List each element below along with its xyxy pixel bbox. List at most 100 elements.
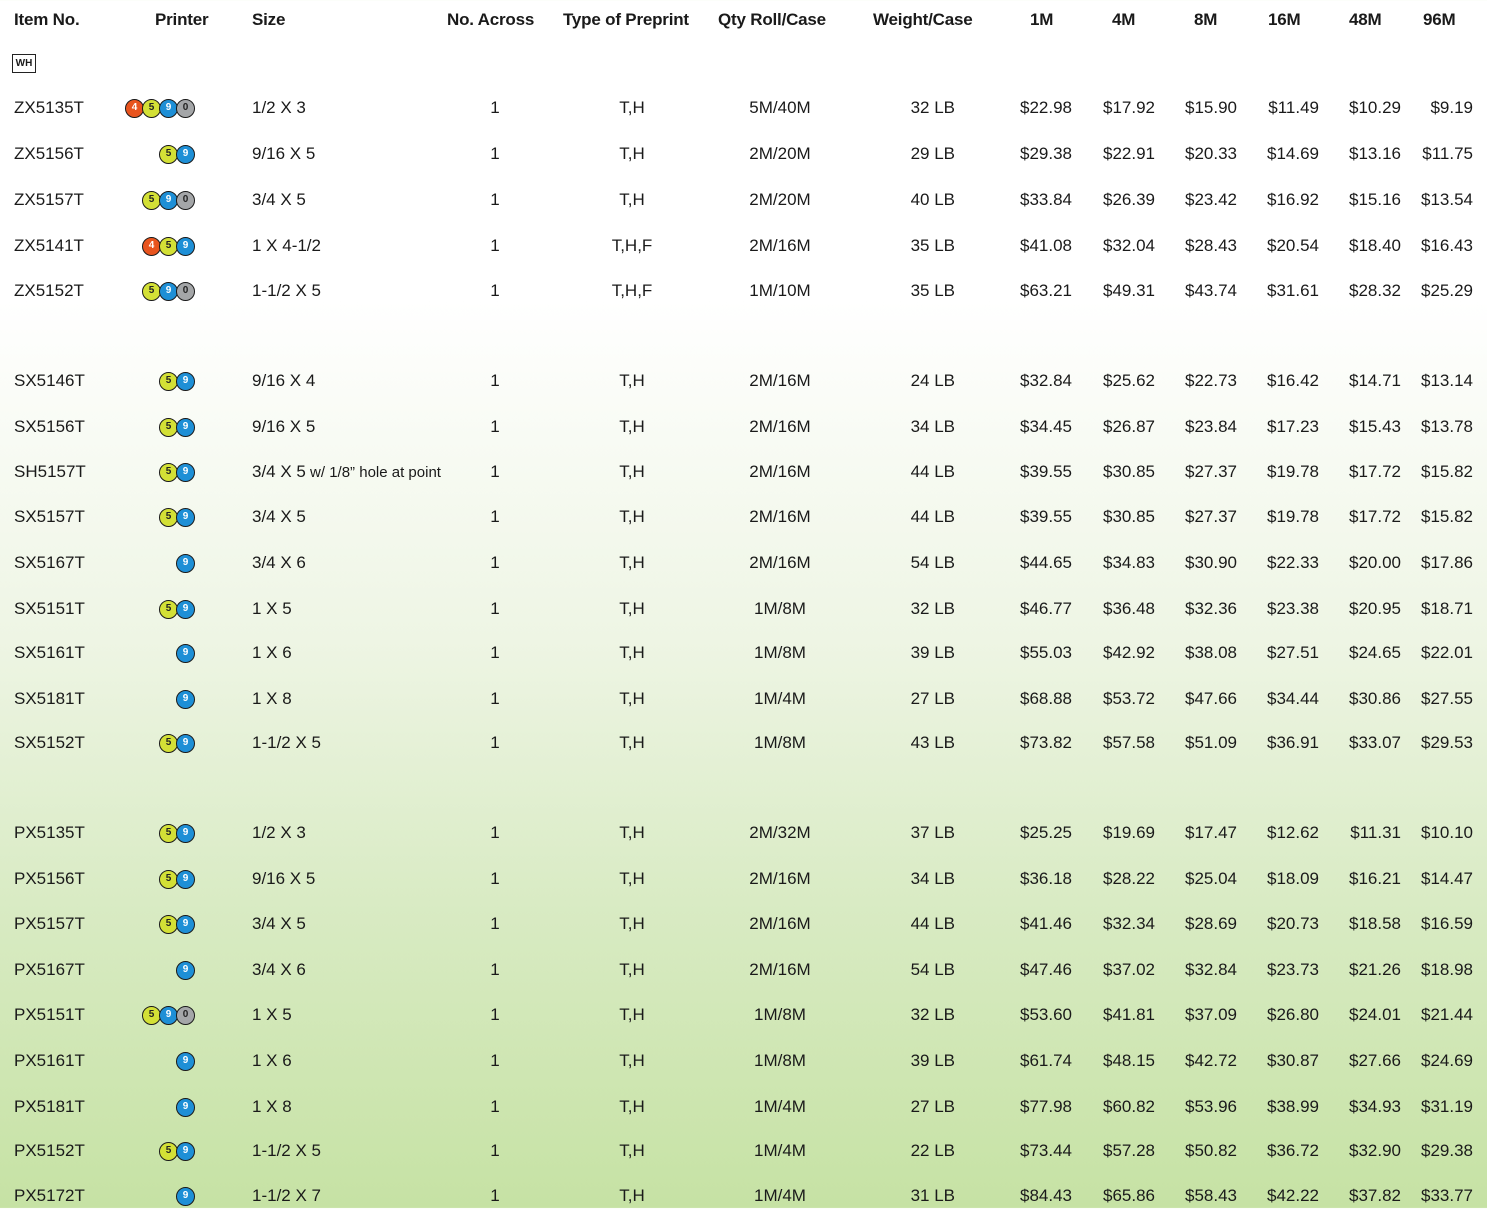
label-size-value: 3/4 X 5 (252, 507, 306, 526)
price-cell: $17.72 (1349, 507, 1401, 526)
price-cell: $33.84 (1020, 190, 1072, 209)
weight-case: 39 LB (910, 1051, 955, 1070)
printer-5-icon: 5 (159, 599, 178, 619)
price-cell: $28.32 (1349, 281, 1401, 300)
price-cell: $21.44 (1421, 1005, 1473, 1024)
price-cell: $43.74 (1185, 281, 1237, 300)
weight-case: 35 LB (910, 236, 955, 255)
price-cell: $18.09 (1267, 869, 1319, 888)
weight-case: 40 LB (910, 190, 955, 209)
no-across: 1 (490, 914, 500, 933)
qty-roll-case: 2M/32M (749, 823, 811, 842)
price-cell: $41.46 (1020, 914, 1072, 933)
qty-roll-case: 1M/10M (749, 281, 811, 300)
price-cell: $26.80 (1267, 1005, 1319, 1024)
printer-9-icon: 9 (176, 914, 195, 934)
price-cell: $53.72 (1103, 689, 1155, 708)
item-number: PX5167T (14, 960, 85, 979)
qty-roll-case: 1M/4M (754, 1141, 806, 1160)
price-cell: $32.36 (1185, 599, 1237, 618)
no-across: 1 (490, 553, 500, 572)
price-cell: $31.19 (1421, 1097, 1473, 1116)
table-row: SX5146T 5 9 9/16 X 4 1 T,H 2M/16M 24 LB $32.84 $2… (0, 361, 1487, 401)
price-cell: $36.48 (1103, 599, 1155, 618)
price-cell: $13.16 (1349, 144, 1401, 163)
price-cell: $36.72 (1267, 1141, 1319, 1160)
price-cell: $27.37 (1185, 507, 1237, 526)
price-cell: $32.84 (1020, 371, 1072, 390)
price-cell: $16.59 (1421, 914, 1473, 933)
price-cell: $49.31 (1103, 281, 1155, 300)
price-cell: $18.58 (1349, 914, 1401, 933)
printer-9-icon: 9 (176, 960, 195, 980)
header-type-of-preprint: Type of Preprint (563, 10, 689, 29)
printer-9-icon: 9 (176, 507, 195, 527)
table-row: ZX5135T 4 5 9 0 1/2 X 3 1 T,H 5M/40M 32 LB $22.98 $… (0, 88, 1487, 128)
price-cell: $84.43 (1020, 1186, 1072, 1205)
price-cell: $12.62 (1267, 823, 1319, 842)
price-cell: $15.43 (1349, 417, 1401, 436)
price-cell: $27.66 (1349, 1051, 1401, 1070)
item-number: SX5181T (14, 689, 85, 708)
item-number: PX5135T (14, 823, 85, 842)
price-cell: $20.73 (1267, 914, 1319, 933)
weight-case: 34 LB (910, 869, 955, 888)
price-cell: $30.85 (1103, 462, 1155, 481)
label-size-value: 3/4 X 5 (252, 914, 306, 933)
printer-9-icon: 9 (176, 1186, 195, 1206)
printer-compatibility: 9 (176, 553, 195, 573)
preprint-type: T,H (619, 960, 645, 979)
price-cell: $27.37 (1185, 462, 1237, 481)
label-size: 1 X 4-1/2 (252, 226, 321, 266)
price-cell: $27.51 (1267, 643, 1319, 662)
price-cell: $13.54 (1421, 190, 1473, 209)
printer-compatibility: 9 (176, 1186, 195, 1206)
price-cell: $11.75 (1422, 144, 1473, 163)
label-size: 9/16 X 5 (252, 407, 315, 447)
price-cell: $57.28 (1103, 1141, 1155, 1160)
price-cell: $63.21 (1020, 281, 1072, 300)
price-cell: $30.86 (1349, 689, 1401, 708)
price-cell: $29.38 (1020, 144, 1072, 163)
printer-compatibility: 9 (176, 689, 195, 709)
item-number: SX5157T (14, 507, 85, 526)
price-cell: $21.26 (1349, 960, 1401, 979)
item-number: PX5161T (14, 1051, 85, 1070)
qty-roll-case: 1M/8M (754, 643, 806, 662)
qty-roll-case: 2M/16M (749, 960, 811, 979)
price-cell: $15.82 (1421, 462, 1473, 481)
price-cell: $22.73 (1185, 371, 1237, 390)
price-cell: $10.10 (1421, 823, 1473, 842)
printer-9-icon: 9 (176, 553, 195, 573)
preprint-type: T,H (619, 689, 645, 708)
price-cell: $28.43 (1185, 236, 1237, 255)
qty-roll-case: 1M/8M (754, 1005, 806, 1024)
label-size: 3/4 X 5 (252, 180, 306, 220)
printer-9-icon: 9 (159, 190, 178, 210)
weight-case: 44 LB (910, 914, 955, 933)
qty-roll-case: 2M/16M (749, 462, 811, 481)
price-cell: $24.69 (1421, 1051, 1473, 1070)
preprint-type: T,H (619, 190, 645, 209)
item-number: PX5151T (14, 1005, 85, 1024)
label-size-value: 9/16 X 5 (252, 144, 316, 163)
label-size-value: 1-1/2 X 5 (252, 281, 321, 300)
price-cell: $18.71 (1421, 599, 1473, 618)
price-cell: $31.61 (1267, 281, 1319, 300)
preprint-type: T,H (619, 1141, 645, 1160)
price-cell: $25.04 (1185, 869, 1237, 888)
qty-roll-case: 2M/16M (749, 417, 811, 436)
qty-roll-case: 2M/16M (749, 553, 811, 572)
table-row: PX5157T 5 9 3/4 X 5 1 T,H 2M/16M 44 LB $41.46 $32… (0, 904, 1487, 944)
price-cell: $26.87 (1103, 417, 1155, 436)
price-cell: $18.40 (1349, 236, 1401, 255)
item-number: PX5152T (14, 1141, 85, 1160)
price-cell: $17.86 (1421, 553, 1473, 572)
weight-case: 34 LB (910, 417, 955, 436)
table-row: SX5157T 5 9 3/4 X 5 1 T,H 2M/16M 44 LB $39.55 $30… (0, 497, 1487, 537)
